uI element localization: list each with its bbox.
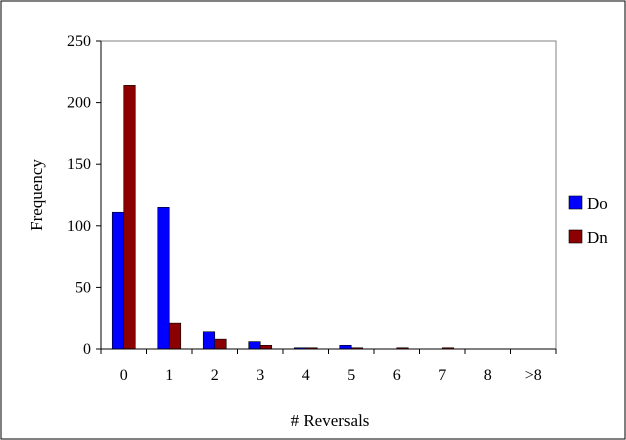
- bar-dn-0: [123, 85, 136, 350]
- x-tick-label: 8: [484, 367, 492, 384]
- plot-area: [100, 40, 557, 350]
- bar-dn-3: [259, 345, 273, 350]
- legend-label-dn: Dn: [587, 228, 608, 247]
- bar-do-1: [157, 207, 170, 350]
- bar-do-5: [339, 345, 352, 350]
- y-axis-title: Frequency: [27, 159, 46, 231]
- y-tick-label: 0: [83, 341, 91, 358]
- legend: Do Dn: [568, 194, 608, 247]
- x-axis-title: # Reversals: [291, 411, 370, 430]
- legend-swatch-dn: [568, 229, 583, 244]
- y-tick-label: 150: [67, 156, 91, 173]
- x-tick-label: 6: [393, 367, 401, 384]
- bar-do-2: [202, 331, 216, 350]
- bar-do-3: [248, 341, 261, 350]
- y-tick-label: 50: [75, 279, 91, 296]
- y-tick-label: 250: [67, 33, 91, 50]
- x-tick-label: >8: [525, 367, 542, 384]
- bar-do-0: [111, 211, 125, 350]
- y-tick-label: 100: [67, 218, 91, 235]
- x-tick-label: 7: [438, 367, 446, 384]
- x-tick-label: 3: [256, 367, 264, 384]
- y-tick-label: 200: [67, 95, 91, 112]
- x-tick-label: 5: [347, 367, 355, 384]
- x-tick-label: 1: [165, 367, 173, 384]
- legend-swatch-do: [568, 195, 583, 210]
- bar-dn-1: [168, 322, 182, 350]
- x-tick-label: 0: [120, 367, 128, 384]
- legend-label-do: Do: [587, 194, 608, 213]
- x-tick-label: 2: [211, 367, 219, 384]
- bar-dn-2: [214, 338, 227, 350]
- axes-layer: 0 50 100 150 200 250 0 1 2 3 4 5 6 7 8 >8: [67, 33, 557, 384]
- x-tick-label: 4: [302, 367, 310, 384]
